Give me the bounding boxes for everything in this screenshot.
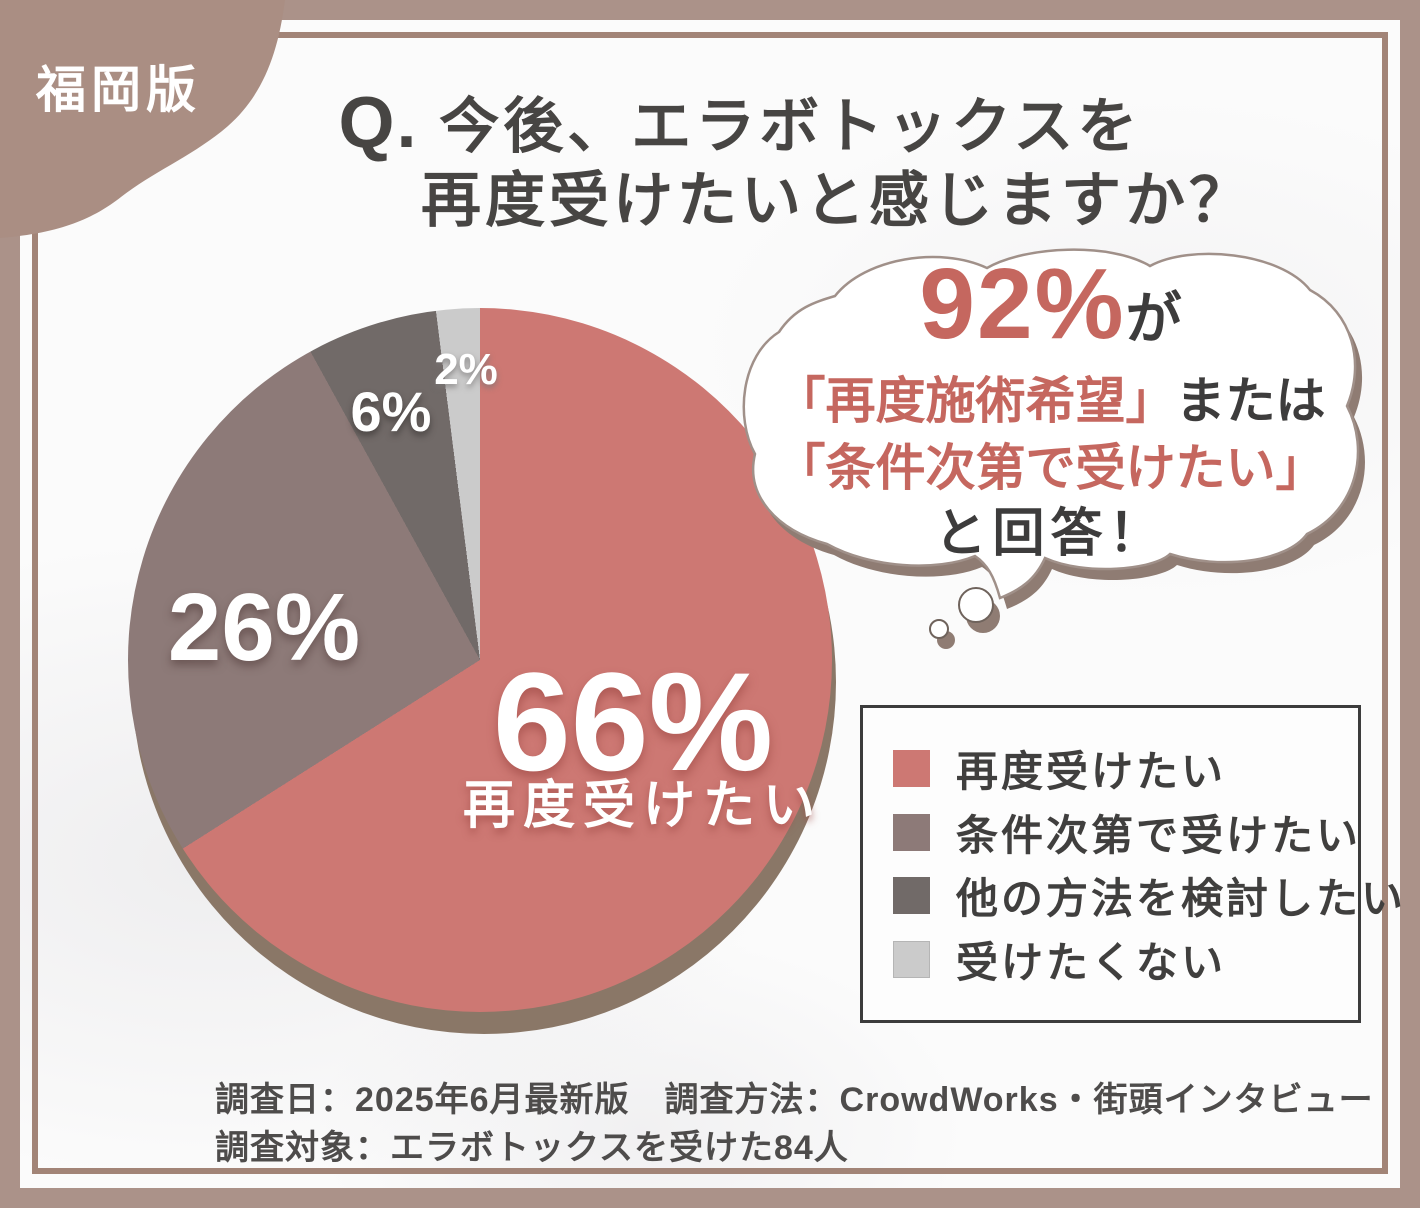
survey-meta-line2: 調査対象：エラボトックスを受けた84人 xyxy=(215,1129,849,1168)
legend-label-3: 受けたくない xyxy=(956,938,1227,986)
bubble-stat-suffix: が xyxy=(1125,287,1182,350)
legend-label-0: 再度受けたい xyxy=(956,748,1227,795)
legend-label-2: 他の方法を検討したい xyxy=(956,875,1407,923)
bubble-highlight-1: 「再度施術希望」 xyxy=(775,373,1176,429)
legend-swatch-mauve xyxy=(893,813,930,851)
bubble-line-2: 「再度施術希望」または xyxy=(776,368,1326,435)
survey-meta: 調査日：2025年6月最新版 調査方法：CrowdWorks・街頭インタビュー … xyxy=(215,1076,1374,1173)
question-prefix: Q. xyxy=(338,83,419,163)
thought-bubble-shape xyxy=(742,248,1365,649)
pie-label-6: 6% xyxy=(350,380,432,443)
inner-frame-border xyxy=(32,32,1388,1174)
pie-label-66-callout: 再度受けたい xyxy=(462,777,824,835)
legend-swatch-lightgray xyxy=(893,940,930,978)
corner-blob-shape xyxy=(0,0,285,238)
page-title-line2: 再度受けたいと感じますか？ xyxy=(421,167,1253,234)
legend-item-1: 条件次第で受けたい xyxy=(893,802,1358,863)
pie-label-2: 2% xyxy=(434,345,498,394)
region-badge: 福岡版 xyxy=(36,62,201,118)
bubble-line2-rest: または xyxy=(1175,373,1326,429)
survey-meta-line1: 調査日：2025年6月最新版 調査方法：CrowdWorks・街頭インタビュー xyxy=(215,1081,1374,1119)
bubble-highlight-2: 「条件次第で受けたい」 xyxy=(775,439,1326,496)
bubble-stat-value: 92% xyxy=(919,248,1126,360)
legend-item-0: 再度受けたい xyxy=(893,738,1338,799)
page-title-line1: Q. 今後、エラボトックスを xyxy=(30,78,1420,165)
title-text-1: 今後、エラボトックスを xyxy=(439,93,1142,160)
chart-legend: 再度受けたい 条件次第で受けたい 他の方法を検討したい 受けたくない xyxy=(860,705,1403,1023)
pie xyxy=(128,308,832,1012)
legend-item-3: 受けたくない xyxy=(893,929,1338,990)
bubble-line-4: と回答！ xyxy=(934,505,1167,563)
bubble-tail-dot-large xyxy=(958,587,994,623)
legend-item-2: 他の方法を検討したい xyxy=(893,865,1403,926)
legend-swatch-pink xyxy=(893,750,930,787)
bubble-tail-dot-small xyxy=(929,619,949,639)
pie-label-26: 26% xyxy=(167,574,361,681)
pie-label-66: 66% xyxy=(492,643,774,800)
bubble-stat-line: 92%が xyxy=(919,254,1181,354)
legend-swatch-darkgray xyxy=(893,877,930,915)
legend-label-1: 条件次第で受けたい xyxy=(956,811,1362,859)
bubble-text-block: 92%が 「再度施術希望」または 「条件次第で受けたい」 と回答！ xyxy=(758,254,1343,569)
